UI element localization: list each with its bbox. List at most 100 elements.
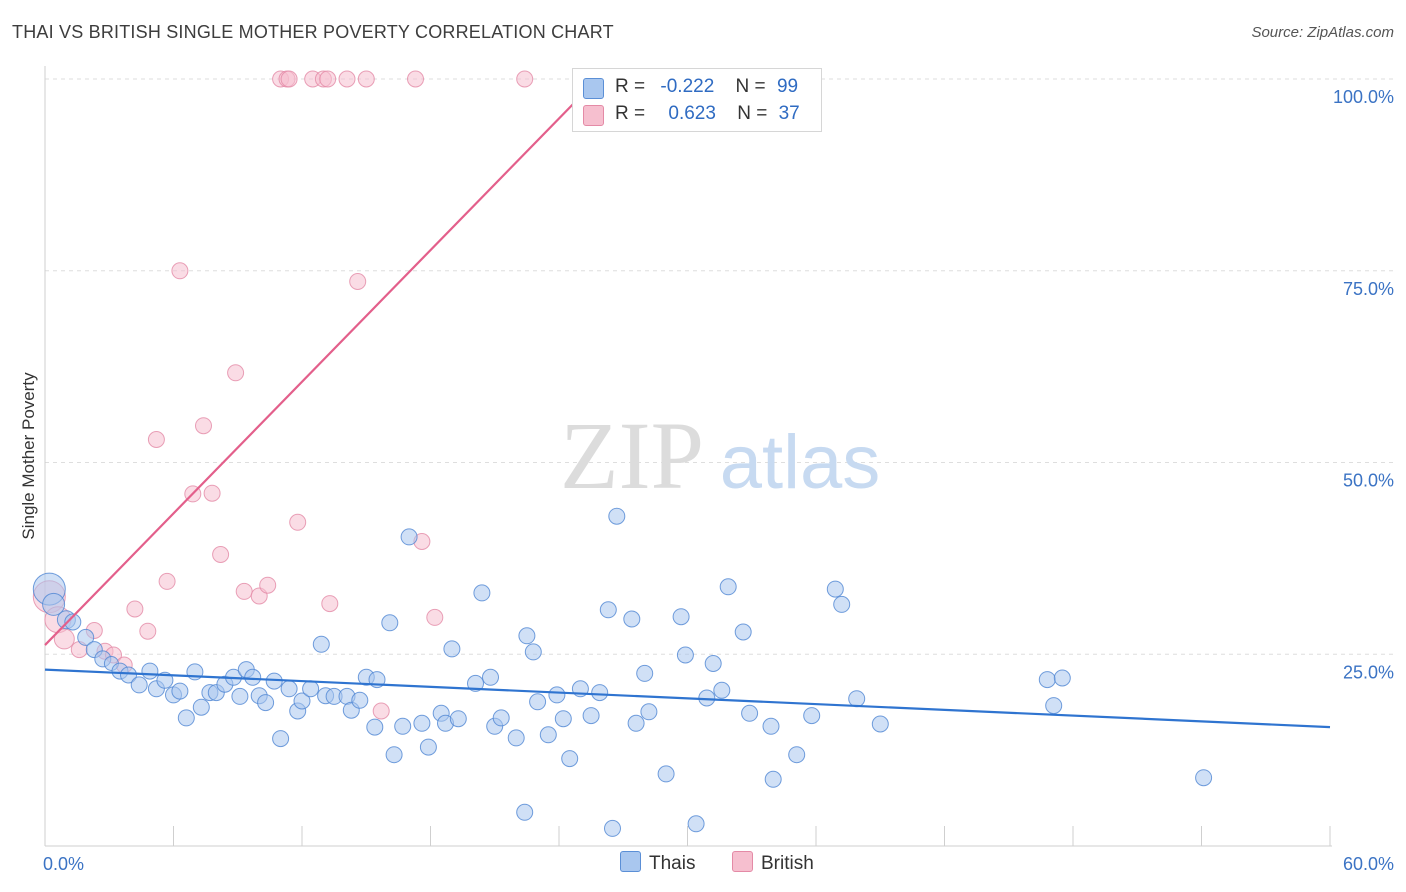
axes — [44, 66, 1332, 847]
legend: R = -0.222 N = 99 R = 0.623 N = 37 — [572, 68, 822, 132]
thais-point — [473, 584, 491, 602]
watermark-zip: ZIP — [560, 402, 704, 509]
british-point — [227, 364, 245, 382]
thais-point — [554, 710, 572, 728]
thais-point — [524, 643, 542, 661]
thais-point — [672, 608, 690, 626]
british-point — [195, 417, 212, 435]
thais-point — [516, 803, 534, 821]
watermark: ZIP atlas — [560, 402, 880, 509]
thais-point — [419, 738, 437, 756]
thais-point — [623, 610, 641, 628]
bottom-legend-swatch-british — [732, 851, 753, 872]
thais-point — [141, 662, 159, 680]
thais-trend-line — [44, 668, 1331, 729]
thais-point — [608, 507, 626, 525]
thais-point — [713, 681, 731, 699]
thais-point — [120, 666, 137, 684]
thais-point — [548, 686, 566, 704]
british-point — [357, 70, 375, 88]
british-point — [203, 484, 221, 502]
british-point — [289, 513, 307, 531]
thais-point — [400, 528, 418, 546]
thais-point — [312, 635, 330, 653]
thais-point — [676, 646, 694, 664]
british-point — [147, 431, 165, 448]
british-point — [349, 273, 367, 290]
trend-lines — [44, 78, 1331, 729]
thais-point — [687, 815, 705, 833]
british-point — [139, 622, 157, 640]
thais-point — [529, 693, 547, 711]
thais-point — [788, 746, 806, 764]
thais-point — [826, 580, 844, 598]
thais-point — [482, 668, 499, 686]
bottom-legend-label-british: British — [761, 853, 814, 874]
thais-point — [1045, 697, 1063, 715]
legend-n-label: N = — [735, 76, 766, 97]
y-tick-label: 100.0% — [1333, 87, 1394, 107]
thais-point — [280, 680, 298, 698]
legend-swatch-thais — [583, 78, 604, 99]
chart-title: THAI VS BRITISH SINGLE MOTHER POVERTY CO… — [12, 22, 614, 42]
thais-point — [848, 690, 866, 708]
thais-point — [657, 765, 675, 783]
british-point — [372, 702, 390, 720]
thais-point — [1038, 671, 1056, 689]
british-point — [280, 70, 298, 88]
thais-point — [492, 709, 510, 727]
thais-point — [467, 674, 484, 692]
thais-point — [449, 710, 467, 728]
legend-r-value: -0.222 — [660, 76, 715, 97]
y-tick-label: 25.0% — [1343, 662, 1394, 682]
thais-point — [833, 595, 851, 613]
thais-point — [192, 698, 210, 716]
thais-point — [640, 703, 658, 721]
thais-point — [507, 729, 525, 747]
thais-point — [1195, 769, 1213, 787]
gridlines — [45, 78, 1395, 655]
y-axis-label: Single Mother Poverty — [19, 372, 38, 540]
thais-point — [302, 680, 320, 698]
thais-point — [636, 664, 654, 682]
chart-source: Source: ZipAtlas.com — [1251, 24, 1394, 41]
legend-r-value: 0.623 — [668, 103, 716, 124]
bottom-legend-british: British — [732, 851, 814, 877]
thais-point — [244, 668, 262, 686]
watermark-atlas: atlas — [720, 420, 881, 505]
x-tick-label: 0.0% — [43, 854, 84, 874]
thais-point — [366, 718, 384, 736]
thais-point — [734, 623, 752, 641]
thais-point — [130, 676, 148, 694]
legend-swatch-british — [583, 105, 604, 126]
thais-point — [871, 715, 889, 733]
thais-point — [77, 628, 95, 646]
thais-point — [177, 709, 195, 727]
british-point — [171, 262, 189, 280]
british-point — [126, 600, 144, 618]
thais-point — [518, 627, 536, 645]
thais-point — [719, 578, 737, 596]
bottom-legend-thais: Thais — [620, 851, 695, 877]
bottom-legend-label-thais: Thais — [649, 853, 696, 874]
legend-n-value: 99 — [776, 76, 799, 97]
bottom-legend-swatch-thais — [620, 851, 641, 872]
thais-point — [764, 770, 782, 788]
thais-point — [293, 692, 311, 710]
thais-point — [627, 714, 645, 732]
legend-n-label: N = — [737, 103, 768, 124]
thais-point — [351, 691, 369, 709]
legend-r-label: R = — [615, 103, 646, 124]
thais-point — [231, 687, 249, 705]
x-tick-label: 60.0% — [1343, 854, 1394, 874]
british-point — [319, 70, 337, 88]
thais-point — [381, 614, 399, 632]
thais-point — [272, 730, 290, 748]
british-point — [235, 582, 253, 600]
thais-point — [704, 655, 722, 672]
legend-r-label: R = — [615, 76, 646, 97]
british-point — [338, 70, 356, 88]
legend-n-value: 37 — [778, 103, 800, 124]
thais-point — [64, 613, 82, 631]
